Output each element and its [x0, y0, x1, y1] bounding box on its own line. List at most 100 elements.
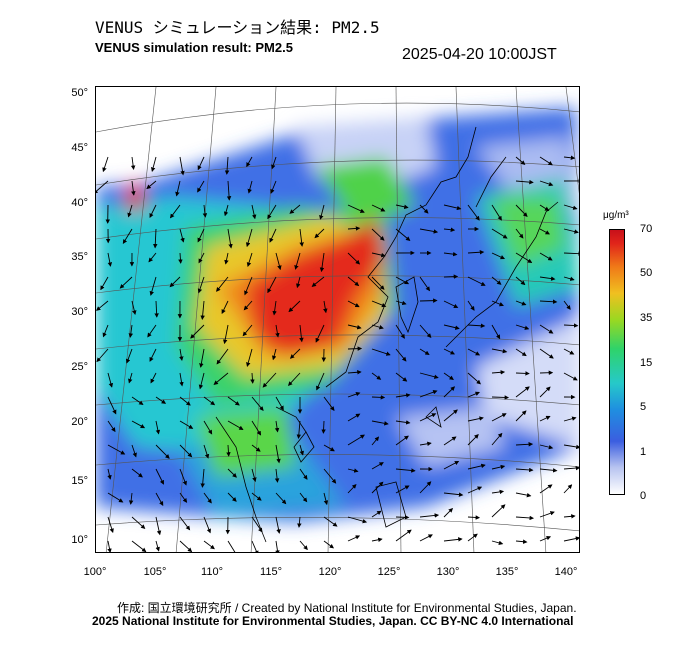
wind-vector: [223, 204, 229, 217]
wind-vector: [200, 468, 205, 488]
wind-vector: [395, 300, 407, 306]
wind-vector: [107, 420, 116, 433]
wind-vector: [179, 156, 185, 176]
wind-vector: [515, 300, 527, 306]
wind-vector: [347, 391, 361, 398]
wind-vector: [539, 252, 553, 261]
wind-vector: [275, 516, 281, 534]
wind-vector: [102, 324, 109, 338]
wind-vector: [130, 156, 136, 170]
colorbar-unit: μg/m³: [603, 210, 629, 221]
wind-vector: [96, 348, 109, 363]
wind-vector: [203, 492, 212, 504]
wind-vector: [491, 504, 506, 518]
wind-vector: [179, 348, 184, 361]
wind-vector: [467, 515, 481, 520]
wind-vector: [539, 299, 558, 304]
wind-vector: [275, 492, 287, 505]
wind-vector: [491, 276, 502, 285]
wind-vector: [347, 434, 365, 446]
wind-vector: [122, 228, 133, 244]
lon-label-110: 110°: [201, 566, 223, 578]
wind-vector: [149, 348, 157, 362]
colorbar-tick-1: 1: [640, 446, 647, 458]
wind-vector: [371, 420, 389, 426]
wind-vector: [395, 529, 412, 542]
wind-vector: [467, 463, 486, 470]
wind-vector: [563, 484, 573, 494]
wind-vector: [131, 420, 146, 429]
title-english: VENUS simulation result: PM2.5: [95, 40, 293, 55]
wind-vector: [419, 298, 438, 303]
wind-vector: [539, 536, 552, 542]
wind-vector: [250, 372, 255, 384]
wind-vector: [443, 537, 463, 542]
wind-vector: [371, 372, 382, 380]
wind-vector: [203, 444, 210, 459]
wind-vector: [539, 204, 550, 211]
wind-vector: [275, 396, 284, 411]
wind-vector: [539, 276, 556, 281]
wind-vector: [150, 372, 157, 384]
wind-vector: [371, 348, 391, 356]
wind-vector: [131, 396, 144, 406]
wind-vector: [491, 348, 508, 354]
wind-vector: [467, 533, 478, 542]
wind-vector: [419, 534, 433, 542]
wind-vector: [294, 252, 301, 270]
wind-vectors: [96, 155, 579, 552]
wind-vector: [274, 468, 280, 483]
wind-vector: [347, 346, 363, 351]
lon-label-130: 130°: [436, 566, 460, 578]
wind-vector: [443, 507, 454, 518]
wind-vector: [119, 276, 133, 289]
wind-vector: [347, 516, 368, 524]
wind-vector: [419, 390, 438, 398]
wind-vector: [251, 516, 263, 533]
wind-vector: [289, 204, 301, 214]
wind-vector: [515, 492, 532, 498]
wind-vector: [491, 395, 510, 400]
wind-vector: [467, 300, 475, 311]
wind-vector: [515, 252, 533, 263]
wind-vector: [443, 204, 462, 211]
wind-vector: [275, 324, 280, 338]
colorbar-tick-35: 35: [640, 312, 653, 324]
wind-vector: [443, 386, 456, 398]
wind-vector: [128, 324, 134, 338]
wind-vector: [371, 228, 385, 241]
wind-vector: [491, 540, 504, 546]
wind-vector: [197, 180, 205, 193]
wind-vector: [395, 204, 409, 210]
wind-vector: [247, 180, 253, 194]
wind-vector: [155, 492, 164, 506]
wind-vector: [419, 513, 440, 518]
wind-vector: [179, 516, 191, 531]
wind-vector: [347, 226, 361, 231]
wind-vector: [539, 468, 558, 473]
lat-label-25: 25°: [71, 361, 88, 373]
wind-vector: [371, 537, 383, 542]
wind-vector: [227, 540, 236, 552]
lat-label-50: 50°: [71, 87, 88, 99]
wind-vector: [299, 228, 304, 247]
wind-vector: [467, 372, 481, 385]
wind-vector: [190, 324, 205, 339]
wind-vector: [131, 300, 137, 315]
wind-vector: [515, 386, 530, 398]
wind-vector: [203, 516, 211, 534]
wind-vector: [563, 465, 579, 471]
wind-vector: [491, 300, 504, 307]
credit-license: 2025 National Institute for Environmenta…: [92, 614, 574, 628]
wind-vector: [467, 434, 479, 446]
wind-vector: [272, 300, 277, 316]
wind-vector: [347, 535, 361, 542]
wind-vector: [443, 409, 458, 422]
wind-vector: [467, 204, 480, 221]
wind-vector: [347, 204, 365, 213]
wind-vector: [179, 420, 194, 429]
wind-vector: [269, 228, 277, 243]
wind-vector: [288, 300, 301, 313]
wind-vector: [203, 540, 215, 550]
wind-vector: [467, 348, 481, 356]
